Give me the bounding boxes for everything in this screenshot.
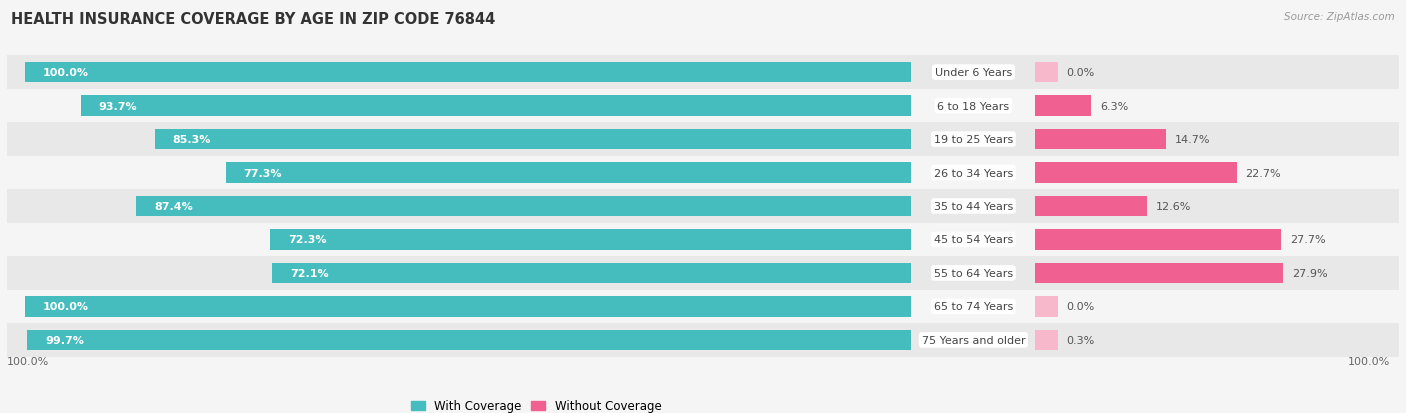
Bar — [28, 330, 911, 350]
Bar — [0, 123, 1406, 157]
Text: 12.6%: 12.6% — [1156, 202, 1191, 211]
Text: 55 to 64 Years: 55 to 64 Years — [934, 268, 1012, 278]
Text: 100.0%: 100.0% — [1348, 356, 1391, 366]
Text: 14.7%: 14.7% — [1174, 135, 1211, 145]
Bar — [1035, 63, 1057, 83]
Bar — [0, 256, 1406, 290]
Text: 72.3%: 72.3% — [288, 235, 326, 245]
Text: 0.0%: 0.0% — [1067, 301, 1095, 312]
Text: 0.0%: 0.0% — [1067, 68, 1095, 78]
Bar — [1035, 96, 1091, 117]
Text: HEALTH INSURANCE COVERAGE BY AGE IN ZIP CODE 76844: HEALTH INSURANCE COVERAGE BY AGE IN ZIP … — [11, 12, 495, 27]
Text: 65 to 74 Years: 65 to 74 Years — [934, 301, 1014, 312]
Text: 27.9%: 27.9% — [1292, 268, 1327, 278]
Bar — [270, 230, 911, 250]
Bar — [25, 296, 911, 317]
Text: 0.3%: 0.3% — [1067, 335, 1095, 345]
Bar — [273, 263, 911, 284]
Bar — [226, 163, 911, 183]
Bar — [136, 196, 911, 217]
Bar — [1035, 230, 1281, 250]
Text: 35 to 44 Years: 35 to 44 Years — [934, 202, 1014, 211]
Text: 87.4%: 87.4% — [155, 202, 193, 211]
Bar — [25, 63, 911, 83]
Text: 93.7%: 93.7% — [98, 101, 136, 112]
Bar — [0, 56, 1406, 90]
Text: 99.7%: 99.7% — [45, 335, 84, 345]
Bar — [0, 323, 1406, 357]
Bar — [0, 223, 1406, 256]
Bar — [1035, 330, 1057, 350]
Text: 6 to 18 Years: 6 to 18 Years — [938, 101, 1010, 112]
Text: 27.7%: 27.7% — [1289, 235, 1326, 245]
Text: Source: ZipAtlas.com: Source: ZipAtlas.com — [1284, 12, 1395, 22]
Bar — [1035, 129, 1166, 150]
Text: 100.0%: 100.0% — [42, 301, 89, 312]
Bar — [1035, 163, 1237, 183]
Text: 100.0%: 100.0% — [7, 356, 49, 366]
Text: 22.7%: 22.7% — [1246, 168, 1281, 178]
Bar — [0, 90, 1406, 123]
Text: 77.3%: 77.3% — [243, 168, 283, 178]
Bar — [1035, 196, 1147, 217]
Text: 100.0%: 100.0% — [42, 68, 89, 78]
Text: 75 Years and older: 75 Years and older — [921, 335, 1025, 345]
Bar — [0, 290, 1406, 323]
Text: 45 to 54 Years: 45 to 54 Years — [934, 235, 1014, 245]
Bar — [0, 157, 1406, 190]
Text: 85.3%: 85.3% — [173, 135, 211, 145]
Legend: With Coverage, Without Coverage: With Coverage, Without Coverage — [406, 395, 666, 413]
Text: Under 6 Years: Under 6 Years — [935, 68, 1012, 78]
Bar — [80, 96, 911, 117]
Text: 26 to 34 Years: 26 to 34 Years — [934, 168, 1014, 178]
Bar — [155, 129, 911, 150]
Text: 19 to 25 Years: 19 to 25 Years — [934, 135, 1014, 145]
Bar — [0, 190, 1406, 223]
Text: 72.1%: 72.1% — [290, 268, 329, 278]
Bar — [1035, 296, 1057, 317]
Bar — [1035, 263, 1282, 284]
Text: 6.3%: 6.3% — [1099, 101, 1129, 112]
